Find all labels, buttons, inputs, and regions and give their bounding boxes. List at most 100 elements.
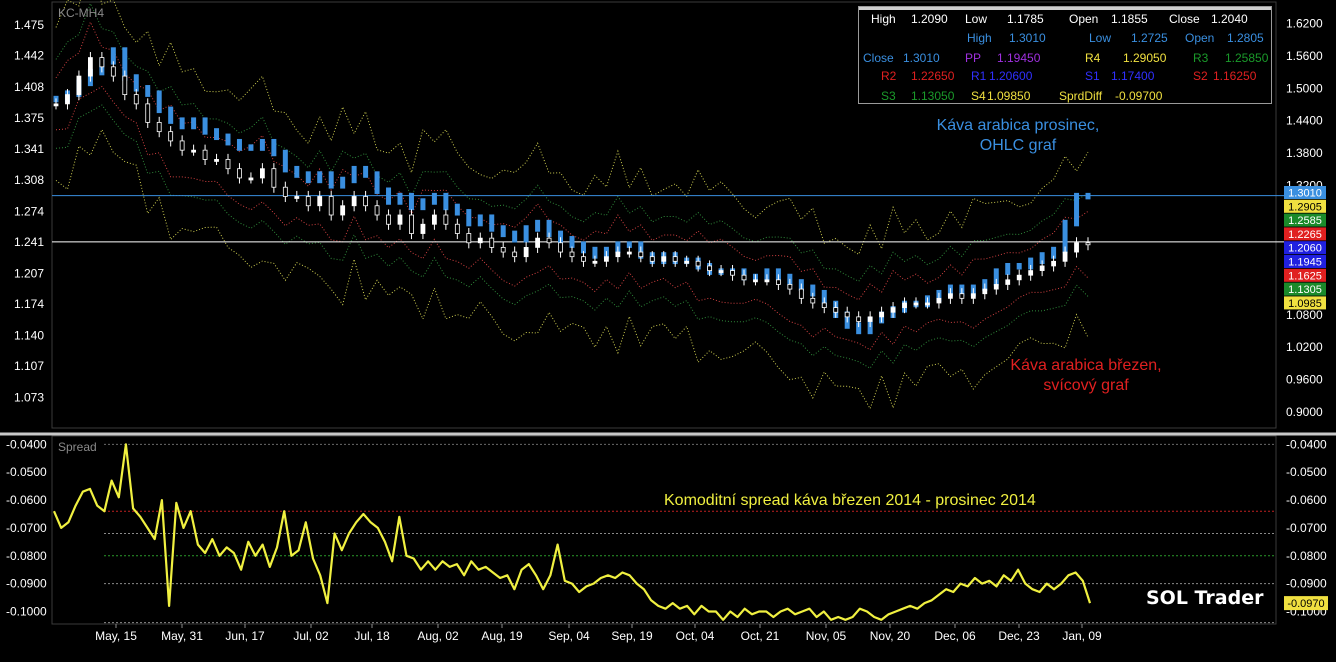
left-axis-tick: 1.442 — [14, 49, 44, 63]
ohlc-bar — [500, 225, 506, 238]
candle-body — [454, 223, 460, 234]
info-box-cell: 1.13050 — [911, 89, 955, 103]
time-axis: May, 15 May, 31 Jun, 17 Jul, 02 Jul, 18 Aug, … — [95, 624, 1102, 643]
candle-body — [65, 94, 70, 105]
ohlc-bar — [374, 171, 380, 194]
candle-body — [317, 196, 323, 207]
ohlc-bar — [1062, 219, 1068, 254]
candle-body — [271, 168, 277, 188]
price-tag-label: 1.1305 — [1288, 284, 1322, 296]
candle-body — [110, 66, 116, 77]
candle-body — [397, 214, 403, 225]
spread-panel: -0.0400 -0.0400 -0.0500 -0.0500 -0.0600 -0.06… — [6, 437, 1328, 624]
march-annotation-line1: Káva arabica březen, — [1010, 357, 1162, 374]
ohlc-bar — [397, 192, 403, 205]
march-annotation-line2: svícový graf — [1043, 377, 1129, 394]
spread-axis-tick-left: -0.0400 — [6, 437, 47, 451]
ohlc-bar — [1016, 262, 1022, 270]
price-tag-label: 1.2060 — [1288, 243, 1322, 255]
left-axis-tick: 1.241 — [14, 235, 44, 249]
spread-axis-tick-left: -0.0700 — [6, 521, 47, 535]
candle-body — [133, 94, 139, 105]
x-axis-label: Oct, 04 — [676, 629, 715, 643]
spread-axis-tick-left: -0.1000 — [6, 604, 47, 618]
candle-body — [1028, 270, 1034, 276]
left-axis-tick: 1.341 — [14, 142, 44, 156]
candle-body — [718, 270, 724, 273]
candle-body — [431, 214, 437, 225]
candle-body — [764, 279, 770, 283]
candle-body — [202, 149, 208, 160]
info-box-cell: 1.2805 — [1227, 31, 1264, 45]
price-tag — [1284, 268, 1326, 282]
right-axis-tick: 1.5000 — [1286, 81, 1323, 95]
candle-body — [856, 316, 862, 322]
ohlc-bar — [466, 209, 472, 227]
left-axis-tick: 1.475 — [14, 18, 44, 32]
spread-axis-tick-right: -0.0500 — [1286, 465, 1327, 479]
december-annotation-line1: Káva arabica prosinec, — [936, 117, 1100, 134]
info-box-cell: 1.2040 — [1211, 12, 1248, 26]
spread-axis-tick-left: -0.0900 — [6, 577, 47, 591]
spread-line — [52, 443, 1092, 621]
candle-body — [477, 237, 483, 244]
candle-body — [1051, 260, 1056, 267]
left-axis-tick: 1.140 — [14, 328, 44, 342]
price-tag — [1284, 213, 1326, 227]
ohlc-bar — [110, 47, 116, 65]
ohlc-bar — [626, 241, 632, 248]
spread-axis-tick-right: -0.0400 — [1286, 437, 1327, 451]
candle-body — [890, 307, 896, 313]
price-tag — [1284, 296, 1326, 310]
x-axis-label: Aug, 02 — [417, 629, 459, 643]
info-box-cell: High — [967, 31, 992, 45]
right-axis-tick: 1.0200 — [1286, 340, 1323, 354]
left-axis-tick: 1.308 — [14, 173, 44, 187]
info-box-cell: 1.09850 — [987, 89, 1031, 103]
info-box-cell: S3 — [881, 89, 896, 103]
ohlc-bar — [305, 171, 311, 184]
candle-body — [374, 205, 380, 216]
candle-body — [386, 214, 391, 225]
candle-body — [948, 293, 953, 299]
price-tag-label: 1.3010 — [1288, 188, 1322, 200]
candle-body — [695, 260, 701, 267]
spread-panel-frame — [51, 435, 1277, 625]
x-axis-label: May, 15 — [95, 629, 137, 643]
left-axis-tick: 1.375 — [14, 111, 44, 125]
price-tag-label: 1.2585 — [1288, 215, 1322, 227]
candle-body — [443, 214, 449, 225]
info-box-cell: 1.1855 — [1111, 12, 1148, 26]
candle-body — [1005, 279, 1011, 285]
candle-body — [168, 131, 174, 142]
info-box-cell: R4 — [1085, 51, 1101, 65]
candle-body — [936, 297, 942, 304]
ohlc-bar — [454, 203, 460, 216]
info-box-cell: Open — [1069, 12, 1099, 26]
ohlc-bar — [145, 85, 151, 97]
ohlc-bar — [558, 230, 564, 243]
price-tag — [1284, 241, 1326, 255]
december-annotation: Káva arabica prosinec, OHLC graf — [918, 116, 1118, 156]
info-box-cell: 1.3010 — [903, 51, 940, 65]
ohlc-bar — [1051, 246, 1057, 259]
december-annotation-line2: OHLC graf — [979, 137, 1057, 154]
x-axis-label: Jul, 18 — [354, 629, 390, 643]
ohlc-bar — [569, 236, 575, 248]
candle-body — [351, 196, 357, 207]
info-box-cell: R1 — [971, 69, 987, 83]
info-box-top-bar — [859, 7, 1271, 10]
ohlc-bar — [1005, 262, 1011, 275]
candle-body — [913, 302, 919, 306]
candle-body — [53, 103, 59, 107]
candle-body — [821, 302, 827, 309]
candle-body — [592, 260, 598, 264]
right-axis-tick: 1.6200 — [1286, 17, 1323, 31]
candle-body — [741, 274, 747, 281]
candle-body — [776, 279, 781, 285]
ohlc-bar — [993, 268, 999, 286]
candle-body — [867, 316, 873, 322]
candle-body — [844, 311, 850, 318]
ohlc-bar — [546, 219, 552, 238]
